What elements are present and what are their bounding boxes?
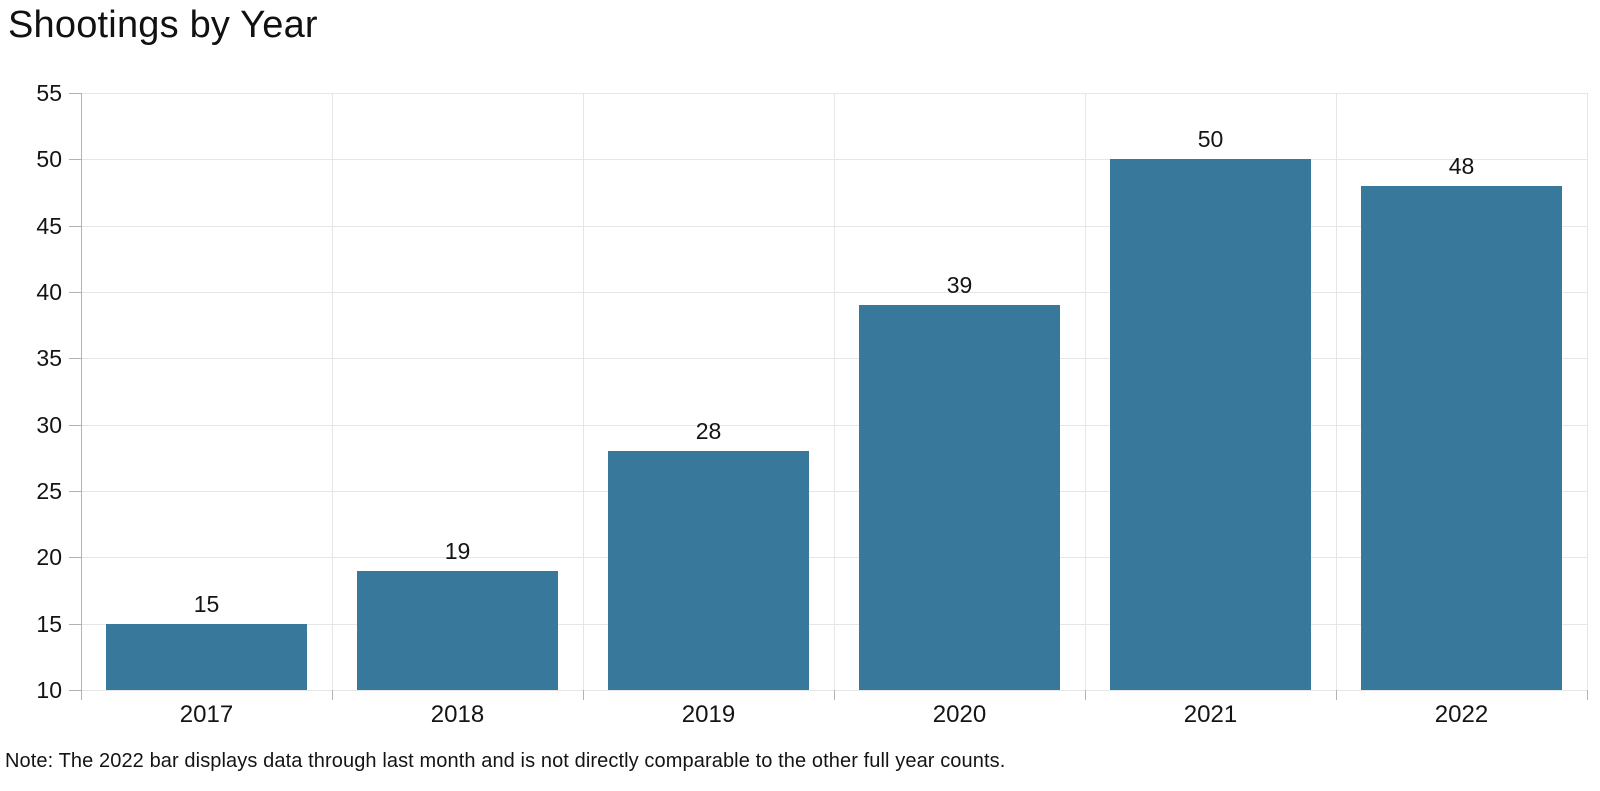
chart-note: Note: The 2022 bar displays data through… bbox=[5, 750, 1006, 772]
bar-2021 bbox=[1110, 159, 1311, 690]
bar-value-label-2017: 15 bbox=[193, 591, 220, 617]
y-axis-line bbox=[81, 93, 82, 700]
gridline-x-boundary-4 bbox=[1085, 93, 1086, 690]
bar-value-label-2021: 50 bbox=[1197, 126, 1224, 152]
y-axis-label-40: 40 bbox=[36, 279, 62, 305]
y-axis-label-30: 30 bbox=[36, 412, 62, 438]
x-tick-5 bbox=[1336, 690, 1337, 700]
x-axis-label-2020: 2020 bbox=[932, 701, 987, 728]
x-axis-label-2017: 2017 bbox=[179, 701, 234, 728]
bar-2019 bbox=[608, 451, 809, 690]
bar-value-label-2019: 28 bbox=[695, 418, 722, 444]
y-axis-label-15: 15 bbox=[36, 611, 62, 637]
bar-value-label-2020: 39 bbox=[946, 272, 973, 298]
bar-2020 bbox=[859, 305, 1060, 690]
plot-area: 15 19 28 39 50 48 bbox=[69, 93, 1588, 700]
x-axis-label-2022: 2022 bbox=[1434, 701, 1489, 728]
y-axis-label-20: 20 bbox=[36, 544, 62, 570]
y-axis-label-45: 45 bbox=[36, 213, 62, 239]
gridline-x-boundary-3 bbox=[834, 93, 835, 690]
x-tick-2 bbox=[583, 690, 584, 700]
x-tick-3 bbox=[834, 690, 835, 700]
gridline-x-boundary-1 bbox=[332, 93, 333, 690]
bar-value-label-2022: 48 bbox=[1448, 153, 1475, 179]
y-tick-20 bbox=[69, 557, 81, 559]
y-tick-55 bbox=[69, 93, 81, 94]
y-tick-35 bbox=[69, 358, 81, 360]
y-tick-50 bbox=[69, 159, 81, 161]
x-tick-1 bbox=[332, 690, 333, 700]
bar-2018 bbox=[357, 571, 558, 690]
bar-2022 bbox=[1361, 186, 1562, 690]
bar-value-label-2018: 19 bbox=[444, 538, 471, 564]
chart-title: Shootings by Year bbox=[8, 4, 318, 46]
x-axis-label-2018: 2018 bbox=[430, 701, 485, 728]
gridline-x-boundary-2 bbox=[583, 93, 584, 690]
x-tick-6 bbox=[1587, 690, 1588, 700]
x-tick-4 bbox=[1085, 690, 1086, 700]
y-axis-label-55: 55 bbox=[36, 80, 62, 106]
gridline-x-boundary-5 bbox=[1336, 93, 1337, 690]
y-tick-15 bbox=[69, 623, 81, 625]
x-axis-label-2019: 2019 bbox=[681, 701, 736, 728]
y-tick-30 bbox=[69, 424, 81, 426]
bar-2017 bbox=[106, 624, 307, 690]
y-tick-10 bbox=[69, 690, 81, 691]
y-axis-label-50: 50 bbox=[36, 146, 62, 172]
y-axis-label-35: 35 bbox=[36, 345, 62, 371]
x-axis-label-2021: 2021 bbox=[1183, 701, 1238, 728]
y-tick-25 bbox=[69, 491, 81, 492]
y-axis-label-10: 10 bbox=[36, 677, 62, 703]
y-tick-40 bbox=[69, 292, 81, 293]
y-axis-label-25: 25 bbox=[36, 478, 62, 504]
gridline-x-boundary-6 bbox=[1587, 93, 1588, 690]
y-tick-45 bbox=[69, 225, 81, 227]
